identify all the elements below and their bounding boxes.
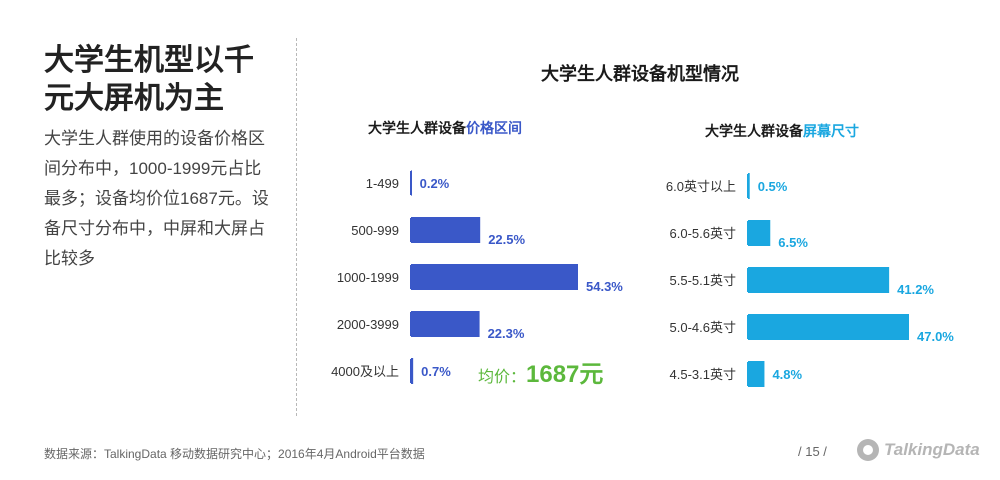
price-bar: [411, 170, 412, 196]
price-category-label: 4000及以上: [331, 364, 399, 379]
price-bar: [411, 217, 481, 243]
screen-category-label: 6.0英寸以上: [666, 179, 736, 194]
price-bar: [411, 358, 414, 384]
screen-bar: [748, 267, 890, 293]
price-value-label: 22.5%: [488, 232, 525, 247]
screen-chart-title-highlight: 屏幕尺寸: [803, 123, 859, 139]
price-chart-title: 大学生人群设备价格区间: [368, 118, 522, 138]
average-price: 均价：1687元: [478, 354, 603, 389]
chart-main-title: 大学生人群设备机型情况: [541, 64, 739, 84]
screen-category-label: 4.5-3.1英寸: [670, 367, 736, 382]
price-value-label: 22.3%: [488, 326, 525, 341]
slide-title-line1: 大学生机型以千: [44, 44, 254, 77]
screen-category-label: 5.5-5.1英寸: [670, 273, 736, 288]
price-value-label: 0.2%: [420, 176, 450, 191]
vertical-divider: [296, 38, 297, 416]
screen-bar: [748, 173, 750, 199]
slide-title-line2: 元大屏机为主: [44, 82, 224, 115]
screen-bar-chart: 6.0英寸以上 0.5% 6.0-5.6英寸 6.5% 5.5-5.1英寸 41.2% 5.…: [666, 173, 954, 387]
talkingdata-logo: TalkingData: [857, 439, 980, 461]
screen-chart-title: 大学生人群设备屏幕尺寸: [705, 121, 859, 141]
price-category-label: 1000-1999: [337, 270, 399, 285]
average-price-value: 1687元: [526, 361, 604, 388]
price-chart-title-highlight: 价格区间: [466, 120, 522, 136]
screen-category-label: 6.0-5.6英寸: [670, 226, 736, 241]
screen-bar: [748, 361, 765, 387]
price-chart-title-prefix: 大学生人群设备: [368, 120, 466, 136]
price-value-label: 0.7%: [421, 364, 451, 379]
screen-value-label: 0.5%: [758, 179, 788, 194]
price-bar-chart: 1-499 0.2% 500-999 22.5% 1000-1999 54.3% 2000-…: [331, 170, 623, 384]
screen-value-label: 41.2%: [897, 282, 934, 297]
price-category-label: 500-999: [351, 223, 399, 238]
screen-value-label: 6.5%: [778, 235, 808, 250]
logo-mark-icon: [857, 439, 879, 461]
slide-description: 大学生人群使用的设备价格区间分布中，1000-1999元占比最多；设备均价位16…: [44, 129, 269, 268]
screen-chart-title-prefix: 大学生人群设备: [705, 123, 803, 139]
average-price-label: 均价：: [478, 369, 527, 386]
page-number: / 15 /: [798, 444, 827, 459]
data-source-note: 数据来源：TalkingData 移动数据研究中心；2016年4月Android…: [44, 447, 425, 461]
price-category-label: 2000-3999: [337, 317, 399, 332]
slide-title: 大学生机型以千 元大屏机为主: [44, 42, 284, 118]
screen-value-label: 47.0%: [917, 329, 954, 344]
logo-text: TalkingData: [884, 440, 980, 459]
price-bar: [411, 311, 480, 337]
price-bar: [411, 264, 578, 290]
price-category-label: 1-499: [366, 176, 399, 191]
screen-value-label: 4.8%: [772, 367, 802, 382]
screen-bar: [748, 314, 909, 340]
screen-bar: [748, 220, 771, 246]
screen-category-label: 5.0-4.6英寸: [670, 320, 736, 335]
price-value-label: 54.3%: [586, 279, 623, 294]
